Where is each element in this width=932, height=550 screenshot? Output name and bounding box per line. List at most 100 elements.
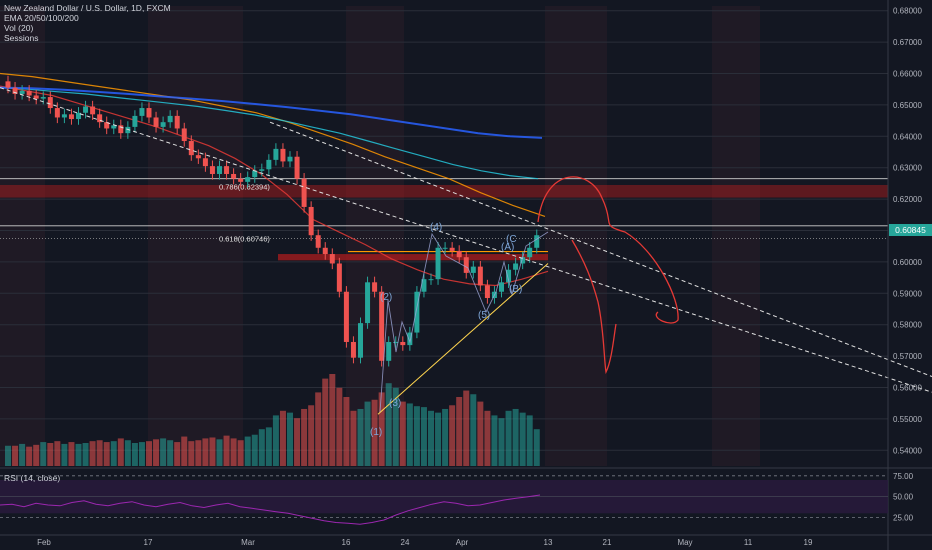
- fib-zone-0786: [0, 184, 888, 198]
- volume-bar: [322, 378, 329, 466]
- candle-body: [520, 257, 526, 264]
- candle-body: [386, 341, 392, 361]
- volume-legend[interactable]: Vol (20): [4, 23, 34, 33]
- volume-bar: [272, 415, 279, 466]
- candle-body: [350, 341, 356, 358]
- ema-legend[interactable]: EMA 20/50/100/200: [4, 13, 79, 23]
- session-band: [0, 6, 45, 466]
- candle-body: [273, 148, 279, 160]
- candle-body: [202, 158, 208, 167]
- candle-body: [322, 247, 328, 255]
- volume-bar: [287, 412, 293, 466]
- volume-bar: [195, 440, 202, 466]
- candle-body: [435, 247, 441, 280]
- volume-bar: [420, 407, 427, 466]
- candle-body: [308, 206, 314, 236]
- symbol-title[interactable]: New Zealand Dollar / U.S. Dollar, 1D, FX…: [4, 3, 171, 13]
- volume-bar: [117, 438, 124, 466]
- volume-bar: [230, 438, 237, 466]
- candle-body: [181, 128, 187, 142]
- session-band: [148, 6, 243, 466]
- time-tick-label: May: [677, 538, 692, 547]
- candle-body: [534, 235, 540, 248]
- volume-bar: [110, 441, 117, 466]
- volume-bar: [209, 437, 216, 466]
- red-projection-drawing: [571, 239, 617, 375]
- wave-label: (4): [430, 222, 442, 233]
- candle-body: [238, 178, 244, 182]
- candle-body: [329, 254, 335, 264]
- volume-bar: [75, 443, 82, 466]
- volume-bar: [181, 436, 188, 466]
- volume-bar: [188, 441, 195, 466]
- candle-body: [294, 156, 300, 179]
- candle-body: [442, 247, 448, 249]
- candle-body: [90, 106, 96, 115]
- volume-bar: [315, 392, 322, 466]
- volume-bar: [435, 412, 442, 466]
- wave-label: (3): [389, 398, 401, 409]
- rsi-pane: 75.00 50.00 25.00: [0, 467, 932, 525]
- price-tick-label: 0.60000: [893, 258, 922, 267]
- volume-bar: [40, 442, 47, 466]
- candle-body: [19, 90, 25, 94]
- candle-body: [76, 112, 81, 120]
- time-axis[interactable]: Feb 17 Mar 16 24 Apr 13 21 May 11 19: [0, 534, 932, 547]
- candle-body: [414, 291, 420, 333]
- volume-bar: [301, 408, 308, 466]
- candle-body: [301, 178, 307, 207]
- time-tick-label: 17: [144, 538, 153, 547]
- volume-bar: [357, 408, 364, 466]
- price-tick-label: 0.58000: [893, 321, 922, 330]
- candle-body: [26, 90, 32, 96]
- candle-body: [139, 108, 145, 116]
- candlesticks: [5, 75, 540, 367]
- price-tick-label: 0.66000: [893, 70, 922, 79]
- fib-label: 0.618(0.60746): [219, 234, 270, 243]
- volume-bar: [216, 439, 223, 466]
- volume-bar: [512, 408, 519, 466]
- grid-lines: [0, 10, 888, 451]
- rsi-tick-label: 75.00: [893, 472, 914, 481]
- candle-body: [61, 114, 67, 118]
- candle-body: [287, 156, 293, 162]
- candle-body: [160, 122, 166, 127]
- volume-bar: [449, 405, 456, 466]
- volume-bar: [19, 443, 26, 466]
- volume-bar: [428, 410, 434, 466]
- rising-trendline: [377, 263, 549, 415]
- rsi-line: [0, 494, 541, 525]
- volume-bar: [5, 445, 11, 466]
- volume-bar: [26, 446, 33, 466]
- rsi-legend[interactable]: RSI (14, close): [4, 473, 61, 483]
- volume-bar: [138, 442, 145, 466]
- sessions-legend[interactable]: Sessions: [4, 33, 39, 43]
- volume-bar: [413, 406, 420, 466]
- candle-body: [118, 125, 124, 134]
- candle-body: [379, 291, 385, 361]
- candle-body: [153, 117, 159, 127]
- candle-body: [217, 166, 222, 174]
- volume-bar: [174, 442, 181, 466]
- wave-label: (B): [509, 284, 522, 295]
- candle-body: [68, 114, 74, 120]
- candle-body: [463, 257, 469, 273]
- candle-body: [54, 108, 60, 118]
- volume-bar: [385, 383, 392, 466]
- price-tick-label: 0.55000: [893, 415, 922, 424]
- price-tick-label: 0.65000: [893, 101, 922, 110]
- volume-bar: [103, 442, 110, 466]
- price-tick-label: 0.57000: [893, 352, 922, 361]
- volume-bar: [343, 397, 350, 466]
- time-tick-label: 16: [342, 538, 351, 547]
- wave-label: (1): [370, 427, 382, 438]
- volume-bar: [294, 418, 301, 466]
- ema-line: [0, 86, 543, 139]
- volume-bar: [336, 387, 343, 466]
- volume-bar: [279, 410, 286, 466]
- volume-bar: [251, 434, 258, 466]
- volume-bar: [237, 440, 244, 466]
- candle-body: [188, 141, 194, 156]
- candle-body: [224, 166, 230, 174]
